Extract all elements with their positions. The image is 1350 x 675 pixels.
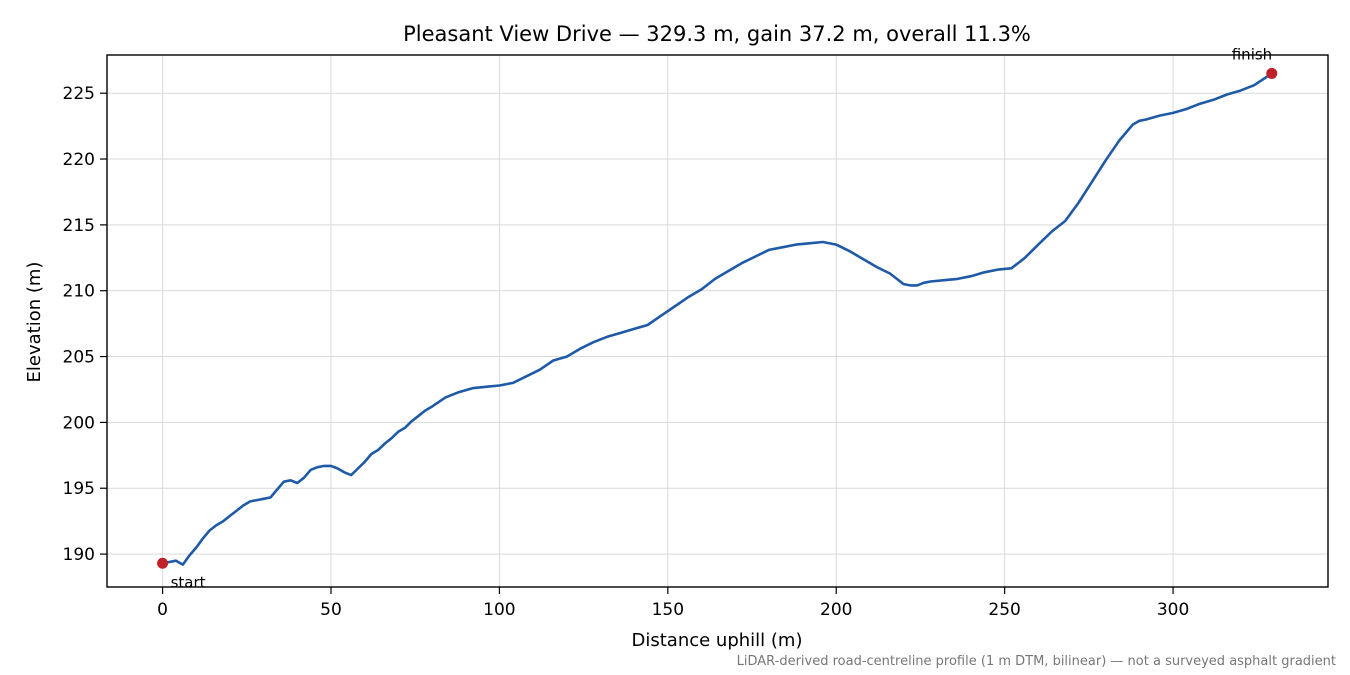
y-tick-label: 200 (63, 413, 95, 433)
finish-label: finish (1232, 45, 1272, 63)
start-label: start (171, 573, 206, 591)
x-axis-ticks: 0 50 100 150 200 250 300 (157, 587, 1189, 620)
x-tick-label: 200 (820, 600, 852, 620)
grid (107, 55, 1328, 587)
y-tick-label: 205 (63, 348, 95, 368)
x-tick-label: 0 (157, 600, 168, 620)
x-axis-label: Distance uphill (m) (632, 630, 803, 651)
y-axis-ticks: 190 195 200 205 210 215 220 225 (63, 84, 107, 565)
x-tick-label: 300 (1157, 600, 1189, 620)
x-tick-label: 150 (652, 600, 684, 620)
footnote: LiDAR-derived road-centreline profile (1… (737, 654, 1336, 669)
x-tick-label: 50 (320, 600, 342, 620)
y-tick-label: 225 (63, 84, 95, 104)
x-tick-label: 100 (483, 600, 515, 620)
finish-marker (1266, 67, 1278, 79)
y-tick-label: 195 (63, 479, 95, 499)
y-tick-label: 210 (63, 282, 95, 302)
y-tick-label: 215 (63, 216, 95, 236)
x-tick-label: 250 (988, 600, 1020, 620)
plot-frame (106, 54, 1329, 588)
markers: start finish (157, 45, 1278, 591)
plot-area (161, 72, 1273, 566)
y-axis-label: Elevation (m) (24, 262, 45, 383)
y-tick-label: 190 (63, 545, 95, 565)
elevation-series-line (161, 72, 1273, 566)
y-tick-label: 220 (63, 150, 95, 170)
start-marker (157, 557, 169, 569)
chart-title: Pleasant View Drive — 329.3 m, gain 37.2… (403, 22, 1031, 46)
